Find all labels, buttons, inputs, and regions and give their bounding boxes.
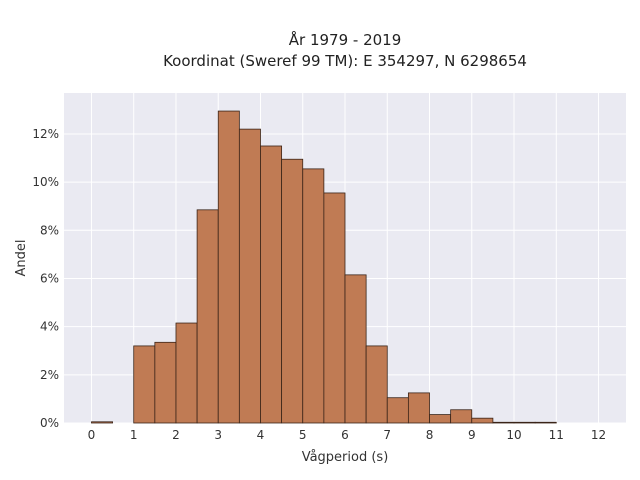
histogram-bar: [217, 110, 240, 424]
histogram-bar: [154, 341, 177, 424]
chart-title-line1: År 1979 - 2019: [289, 30, 402, 49]
histogram-bar: [238, 128, 261, 424]
histogram-bar: [260, 145, 283, 424]
y-tick-label: 4%: [40, 320, 59, 334]
x-tick-label: 3: [214, 428, 222, 442]
histogram-bar: [513, 421, 536, 424]
histogram-bar: [91, 421, 113, 424]
x-tick-label: 11: [549, 428, 564, 442]
y-tick-label: 6%: [40, 271, 59, 285]
y-tick-label: 2%: [40, 368, 59, 382]
x-tick-label: 4: [257, 428, 265, 442]
y-tick-label: 12%: [32, 127, 59, 141]
x-tick-labels: 0 1 2 3 4 5 6 7 8 9 10 11 12: [88, 428, 607, 442]
histogram-bar: [450, 409, 473, 424]
histogram-bar: [471, 417, 494, 424]
bars: [91, 110, 557, 424]
histogram-bar: [492, 421, 515, 424]
histogram-bar: [534, 421, 557, 424]
x-tick-label: 2: [172, 428, 180, 442]
y-axis-label: Andel: [14, 240, 29, 277]
chart-title-line2: Koordinat (Sweref 99 TM): E 354297, N 62…: [163, 52, 527, 70]
x-tick-label: 5: [299, 428, 307, 442]
histogram-bar: [386, 397, 409, 424]
y-tick-label: 10%: [32, 175, 59, 189]
x-tick-label: 12: [591, 428, 606, 442]
y-tick-label: 8%: [40, 223, 59, 237]
x-tick-label: 10: [506, 428, 521, 442]
histogram-bar: [365, 345, 388, 424]
y-tick-label: 0%: [40, 416, 59, 430]
x-tick-label: 0: [88, 428, 96, 442]
x-tick-label: 6: [341, 428, 349, 442]
histogram-bar: [133, 345, 156, 424]
histogram-bar: [429, 414, 452, 424]
histogram-bar: [323, 192, 346, 424]
x-tick-label: 7: [383, 428, 391, 442]
x-axis-label: Vågperiod (s): [302, 450, 389, 465]
histogram-bar: [407, 392, 430, 424]
histogram-bar: [175, 322, 198, 424]
histogram-bar: [344, 274, 367, 424]
histogram-bar: [196, 209, 219, 424]
x-tick-label: 8: [426, 428, 434, 442]
y-tick-labels: 0% 2% 4% 6% 8% 10% 12%: [32, 127, 59, 430]
x-tick-label: 1: [130, 428, 138, 442]
histogram-bar: [281, 158, 304, 424]
x-tick-label: 9: [468, 428, 476, 442]
histogram-bar: [302, 168, 325, 424]
